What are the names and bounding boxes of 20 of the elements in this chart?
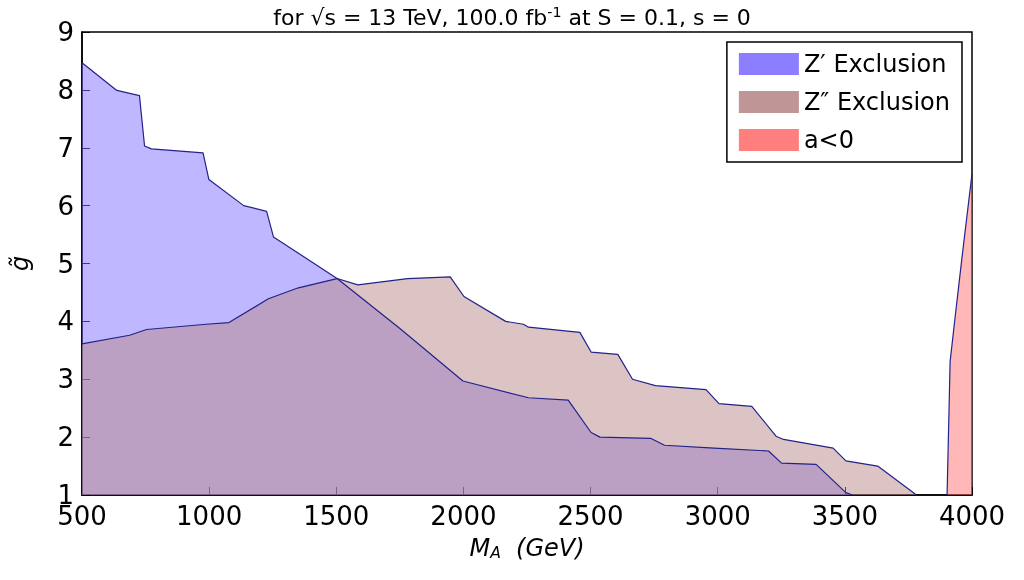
x-tick-label: 1000 — [176, 501, 243, 531]
y-tick-label: 8 — [57, 74, 74, 105]
y-tick-label: 9 — [57, 17, 74, 47]
x-axis-title: MA (GeV) — [469, 533, 585, 562]
legend-label: Z″ Exclusion — [803, 88, 950, 116]
x-tick-label: 1500 — [303, 501, 370, 531]
x-tick-label: 4000 — [938, 501, 1006, 531]
x-tick-label: 3500 — [811, 501, 878, 531]
y-tick-label: 6 — [57, 190, 74, 221]
x-tick-label: 3000 — [684, 501, 751, 531]
y-axis-title: g̃ — [6, 255, 34, 272]
legend-label: Z′ Exclusion — [803, 50, 947, 78]
y-tick-label: 7 — [57, 132, 74, 163]
y-tick-label: 4 — [57, 306, 74, 337]
y-tick-label: 3 — [57, 364, 74, 395]
y-tick-label: 2 — [57, 422, 74, 453]
x-tick-label: 2000 — [430, 501, 497, 531]
legend-label: a<0 — [803, 126, 854, 154]
x-tick-label: 2500 — [557, 501, 624, 531]
y-tick-label: 5 — [57, 248, 74, 279]
